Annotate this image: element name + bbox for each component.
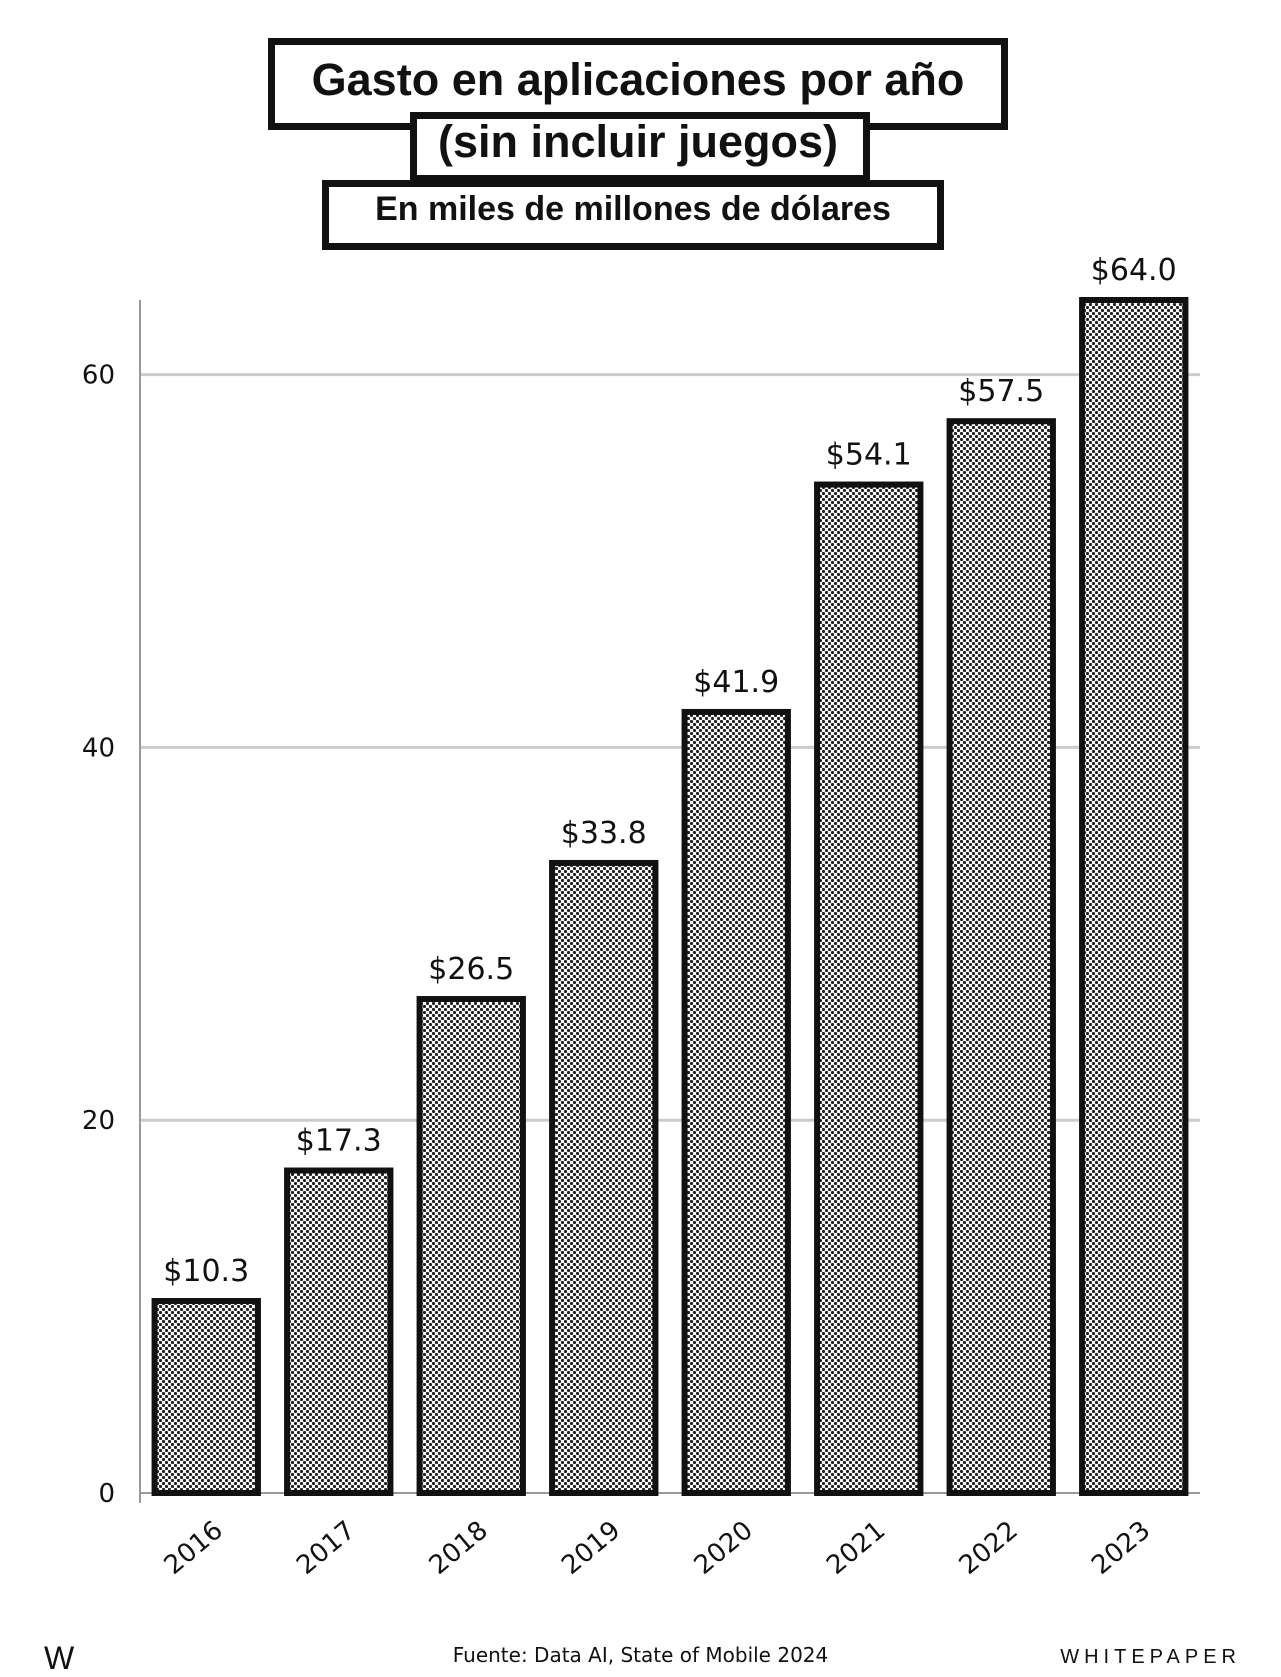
brand-name: WHITEPAPER	[1060, 1646, 1241, 1668]
subtitle-frame	[322, 180, 944, 250]
y-tick-label: 20	[82, 1106, 115, 1136]
data-label: $57.5	[958, 374, 1044, 409]
bar-2022	[946, 418, 1056, 1496]
x-tick-label: 2017	[291, 1515, 361, 1581]
chart-title-line2: (sin incluir juegos)	[437, 116, 839, 167]
bar-2023	[1079, 297, 1189, 1496]
data-label: $54.1	[826, 438, 912, 473]
x-tick-label: 2018	[424, 1515, 494, 1581]
x-tick-label: 2016	[159, 1515, 229, 1581]
logo-mark: W	[44, 1640, 75, 1676]
chart-title-line1: Gasto en aplicaciones por año	[311, 54, 965, 105]
bar-2016	[151, 1298, 261, 1497]
x-tick-label: 2021	[821, 1515, 891, 1581]
bar-2018	[416, 996, 526, 1496]
y-tick-label: 40	[82, 733, 115, 763]
data-label: $64.0	[1091, 253, 1177, 288]
bar-2017	[284, 1167, 394, 1497]
data-label: $10.3	[163, 1254, 249, 1289]
y-tick-label: 0	[98, 1479, 115, 1509]
x-tick-label: 2019	[556, 1515, 626, 1581]
data-label: $26.5	[428, 952, 514, 987]
x-tick-label: 2023	[1086, 1515, 1156, 1581]
bar-2019	[549, 859, 659, 1496]
x-tick-label: 2020	[689, 1515, 759, 1581]
y-tick-label: 60	[82, 361, 115, 391]
x-tick-label: 2022	[954, 1515, 1024, 1581]
bar-2020	[681, 708, 791, 1496]
bars	[151, 297, 1189, 1497]
bar-2021	[814, 481, 924, 1496]
chart-subtitle: En miles de millones de dólares	[375, 190, 891, 228]
title-frame-lower	[410, 112, 870, 182]
data-label: $41.9	[693, 665, 779, 700]
data-label: $33.8	[561, 816, 647, 851]
source-note: Fuente: Data AI, State of Mobile 2024	[452, 1643, 829, 1667]
data-label: $17.3	[296, 1124, 382, 1159]
